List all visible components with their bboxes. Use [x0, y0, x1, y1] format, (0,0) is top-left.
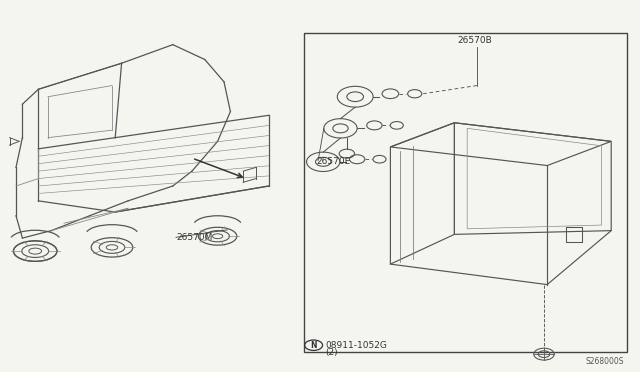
- Text: 26570B: 26570B: [458, 36, 492, 45]
- Text: 26570M: 26570M: [176, 233, 212, 242]
- Text: N: N: [310, 341, 317, 350]
- Text: (2): (2): [325, 348, 338, 357]
- Text: 08911-1052G: 08911-1052G: [325, 341, 387, 350]
- Text: 26570E: 26570E: [317, 157, 351, 166]
- Text: S268000S: S268000S: [586, 357, 624, 366]
- Bar: [304, 33, 627, 352]
